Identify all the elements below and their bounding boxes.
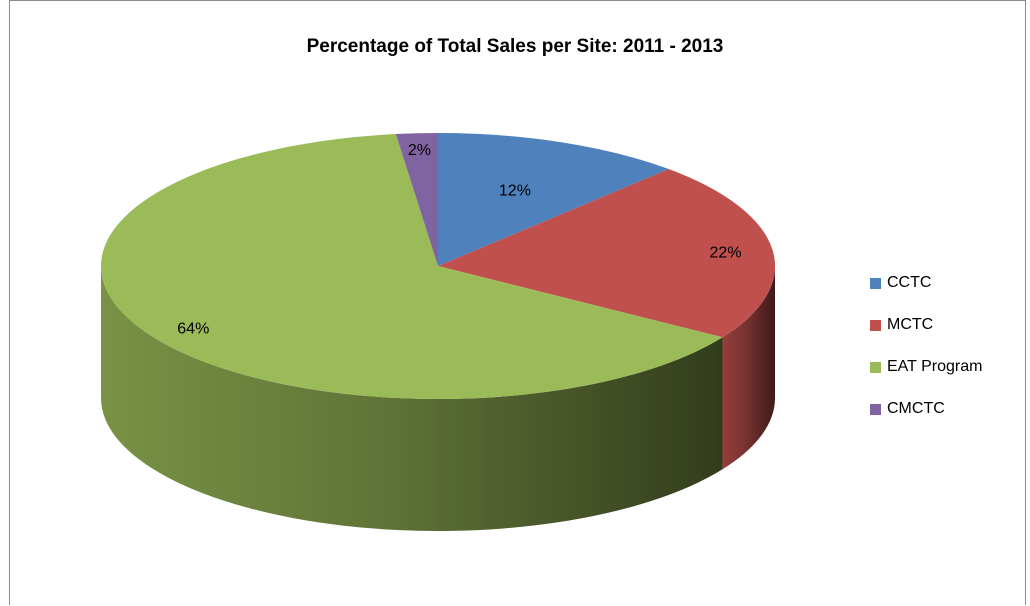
legend-label-cmctc: CMCTC [887,400,945,417]
legend-label-eat-program: EAT Program [887,358,983,375]
legend-label-cctc: CCTC [887,274,932,291]
legend-swatch-cctc [870,277,881,289]
legend-swatch-eat-program [870,361,881,373]
data-label-cctc: 12% [499,182,531,199]
chart-title: Percentage of Total Sales per Site: 2011… [306,36,724,57]
legend-item-mctc: MCTC [870,304,982,346]
legend-item-cctc: CCTC [870,262,982,304]
pie-data-labels: 12% 22% 64% 2% [177,142,741,337]
legend: CCTC MCTC EAT Program CMCTC [870,262,982,430]
data-label-eat-program: 64% [177,320,209,337]
pie-side-walls [101,266,775,531]
legend-item-eat-program: EAT Program [870,346,982,388]
pie-top-faces [100,133,775,399]
pie-side-eat-program [101,266,723,531]
pie-slice-cmctc [395,133,438,266]
data-label-cmctc: 2% [408,142,431,159]
legend-label-mctc: MCTC [887,316,934,333]
pie-side-mctc [722,266,775,470]
legend-item-cmctc: CMCTC [870,388,982,430]
legend-swatch-mctc [870,319,881,331]
pie-slice-eat-program [100,134,723,399]
data-label-mctc: 22% [710,245,742,262]
pie-slice-mctc [438,169,775,338]
legend-swatch-cmctc [870,403,881,415]
pie-slice-cctc [438,133,669,266]
